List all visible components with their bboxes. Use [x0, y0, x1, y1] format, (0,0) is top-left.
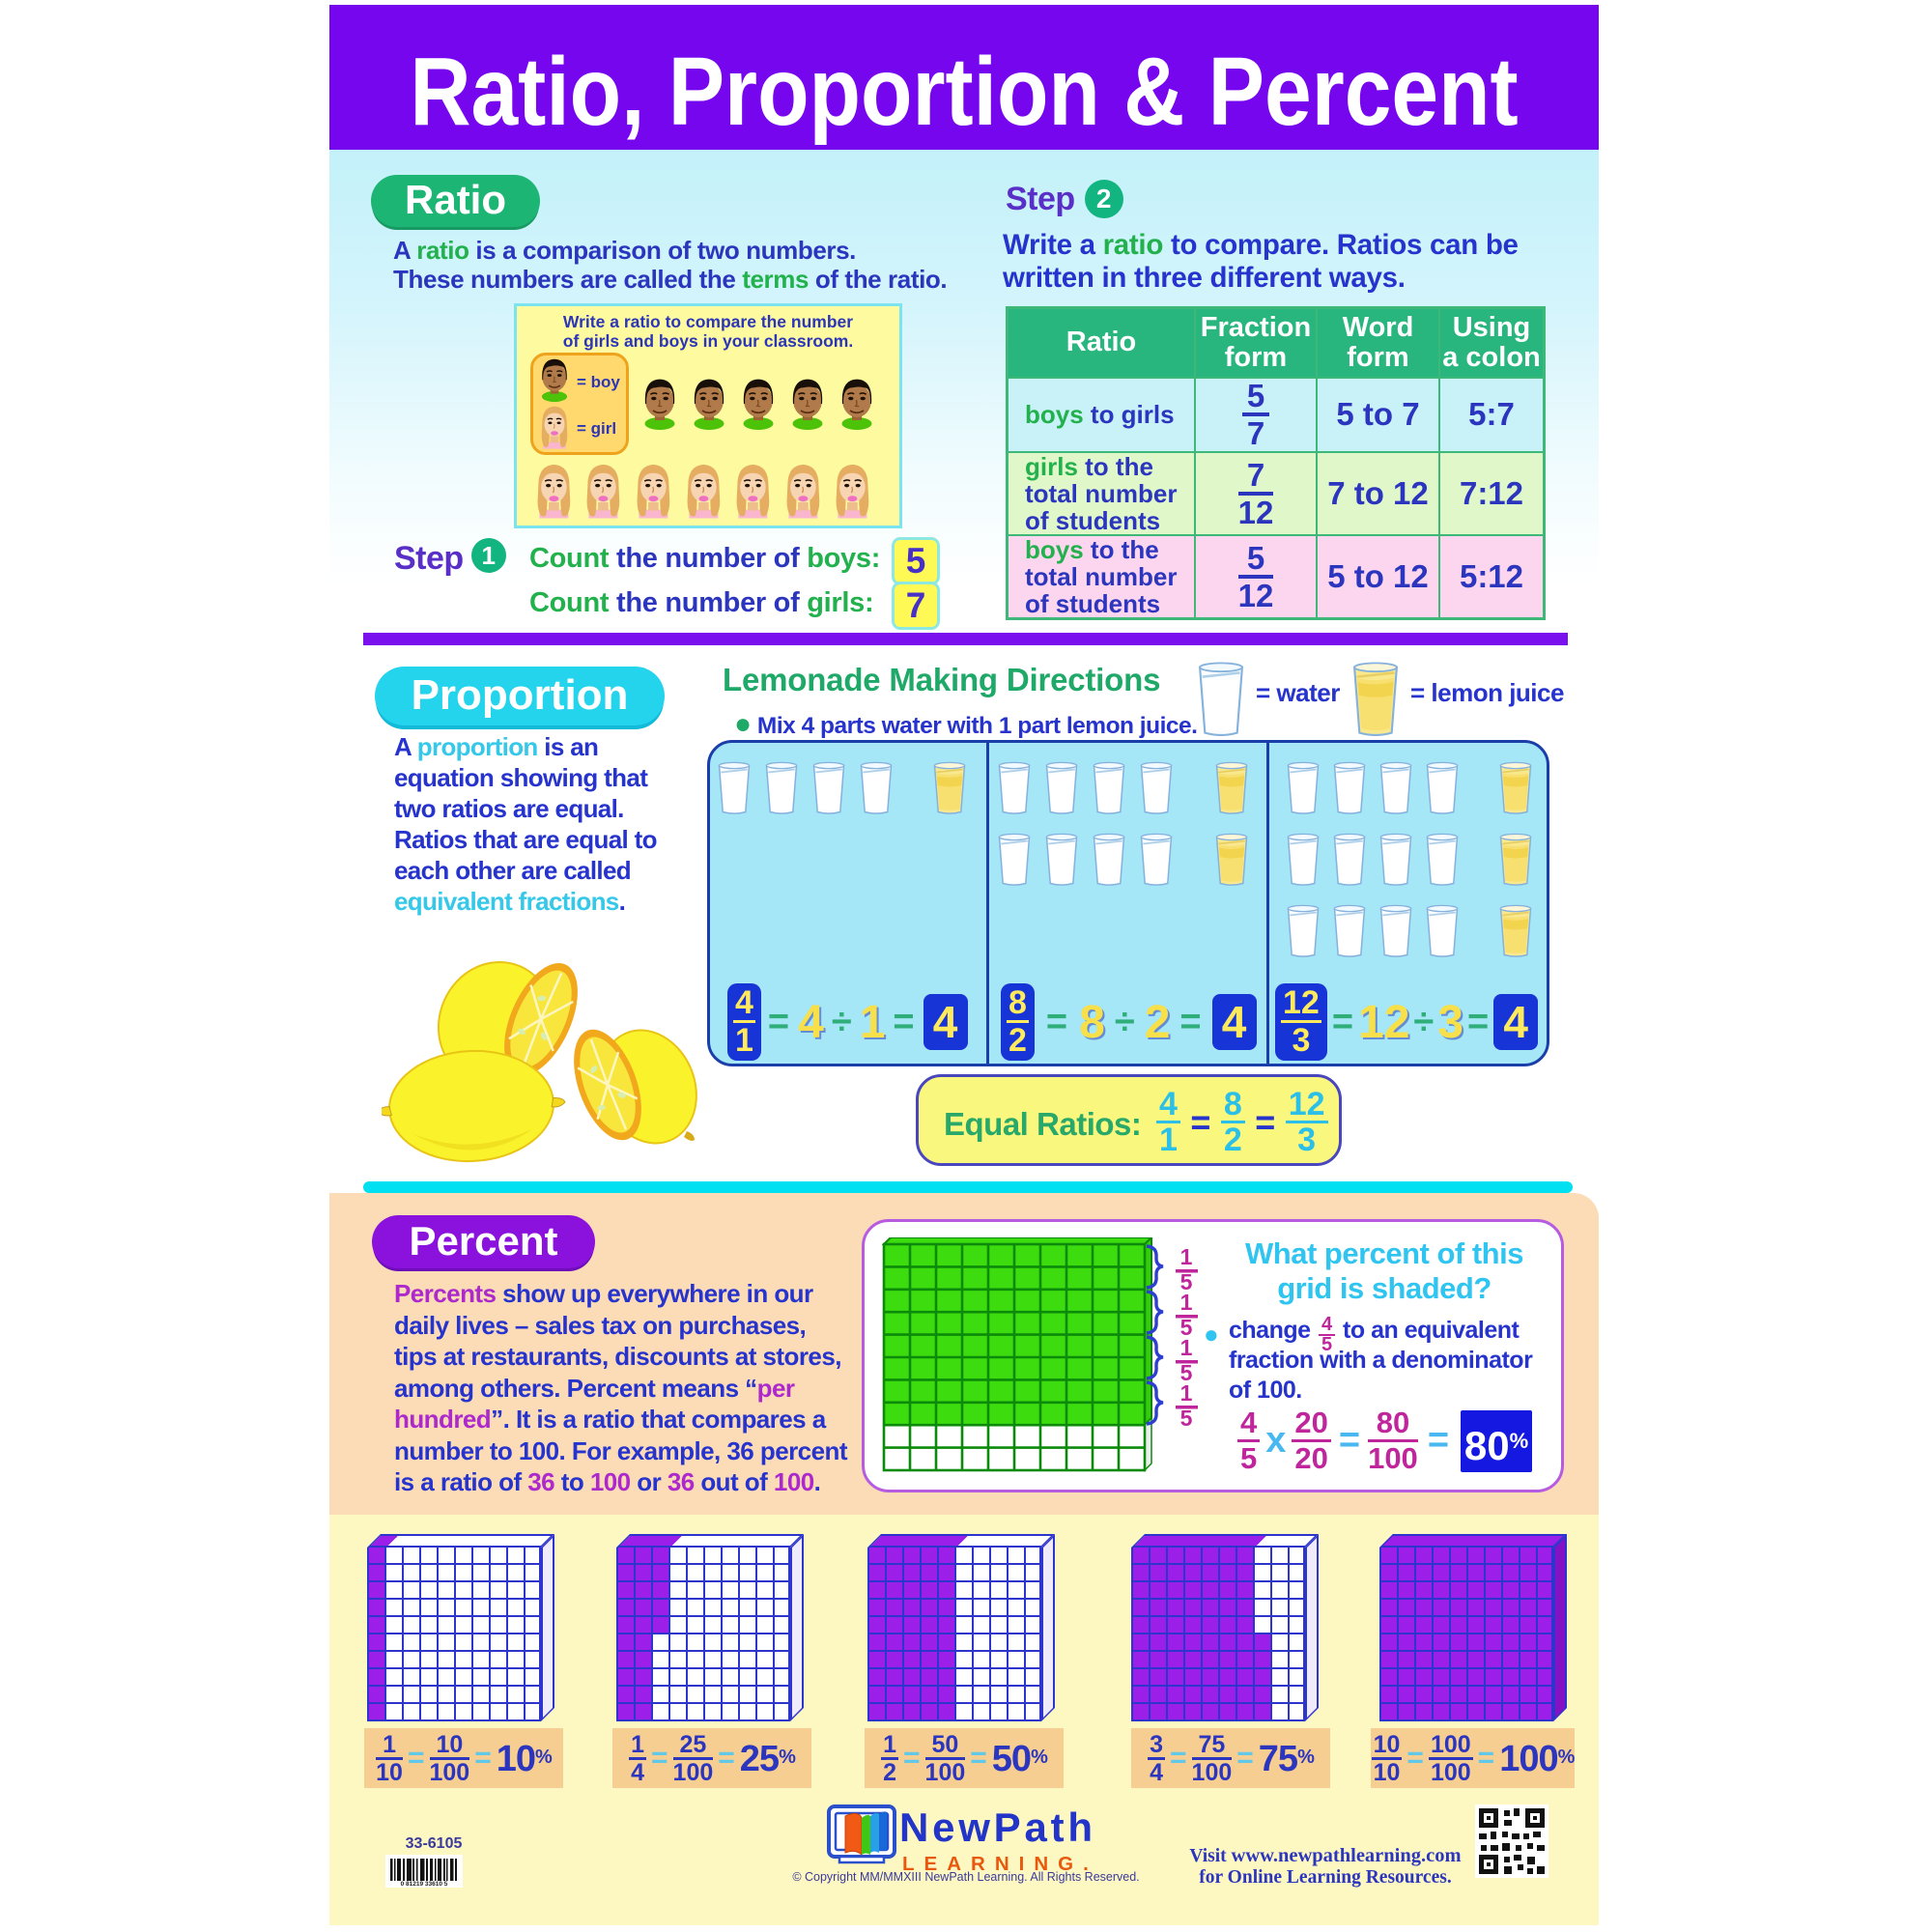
svg-text:LEARNING.: LEARNING. [902, 1853, 1092, 1875]
svg-text:5: 5 [1180, 1315, 1193, 1340]
svg-text:5: 5 [1180, 1406, 1193, 1431]
svg-text:NewPath: NewPath [899, 1804, 1093, 1850]
svg-text:0 81219 33610 5: 0 81219 33610 5 [401, 1881, 448, 1888]
svg-text:1: 1 [1180, 1335, 1193, 1360]
svg-text:5: 5 [1180, 1269, 1193, 1294]
svg-text:5: 5 [1180, 1360, 1193, 1385]
svg-text:1: 1 [1180, 1290, 1193, 1315]
svg-text:1: 1 [1180, 1380, 1193, 1406]
svg-text:1: 1 [1180, 1244, 1193, 1269]
